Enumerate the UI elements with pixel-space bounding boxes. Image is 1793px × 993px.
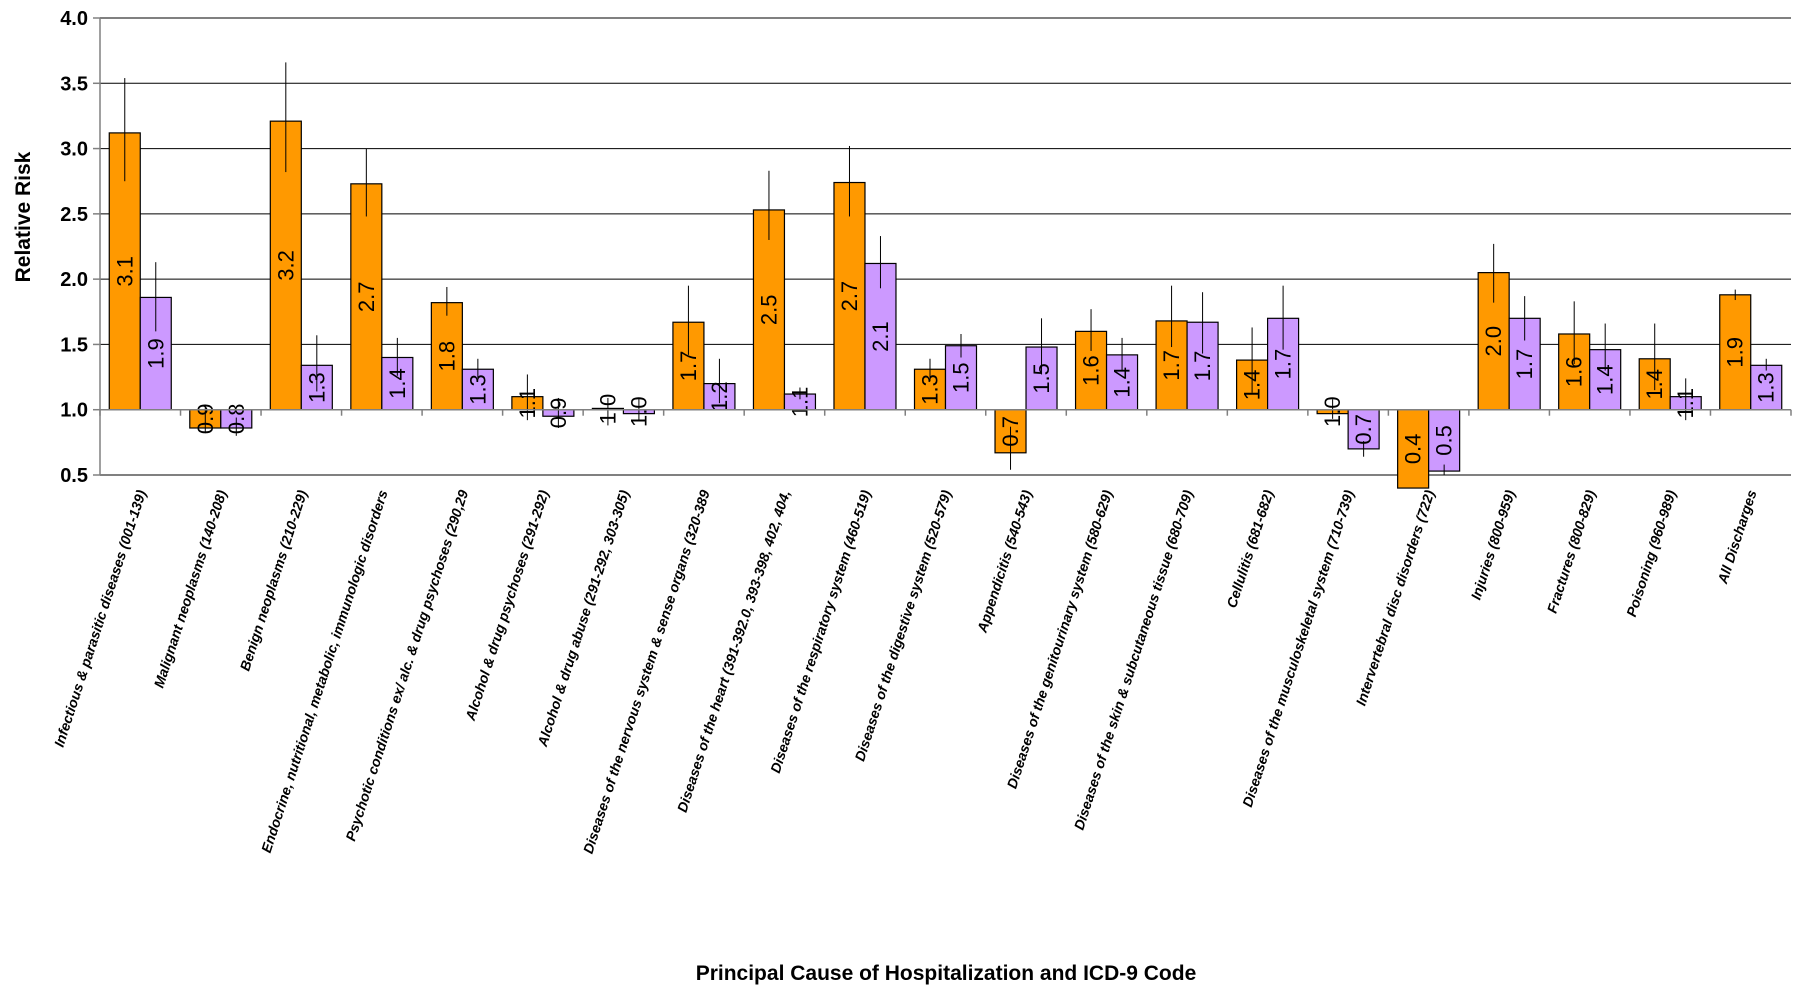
data-label: 1.7	[1271, 349, 1296, 380]
data-label: 1.4	[1642, 369, 1667, 400]
category-label: Diseases of the respiratory system (460-…	[767, 488, 874, 775]
data-label: 3.1	[112, 256, 137, 287]
data-label: 1.4	[1110, 367, 1135, 398]
data-label: 2.0	[1481, 326, 1506, 357]
category-label: Benign neoplasms (210-229)	[237, 488, 311, 673]
y-tick-label: 2.0	[60, 269, 88, 291]
data-label: 1.5	[1029, 363, 1054, 394]
category-label: Intervertebral disc disorders (722)	[1353, 488, 1438, 708]
y-tick-label: 3.0	[60, 139, 88, 161]
data-label: 0.7	[1351, 414, 1376, 445]
bar	[1719, 294, 1752, 411]
category-label: Alcohol & drug psychoses (291-292)	[462, 488, 552, 724]
bar	[350, 183, 383, 411]
bar	[1397, 409, 1430, 489]
data-label: 2.7	[837, 281, 862, 312]
error-bars	[124, 62, 1767, 475]
data-label: 1.4	[1240, 370, 1265, 401]
y-tick-label: 1.0	[60, 400, 88, 422]
y-tick-label: 1.5	[60, 334, 88, 356]
data-label: 1.3	[918, 374, 943, 405]
data-label: 0.7	[998, 416, 1023, 447]
data-label: 1.3	[304, 372, 329, 403]
bar	[833, 181, 866, 411]
data-label: 0.9	[546, 398, 571, 429]
data-label: 1.3	[1754, 372, 1779, 403]
data-labels: 3.10.93.22.71.81.1 1.01.72.5 2.71.30.71.6 1…	[112, 250, 1778, 464]
data-label: 1.7	[676, 351, 701, 382]
y-axis-title: Relative Risk	[12, 151, 35, 282]
data-label: 1.6	[1562, 357, 1587, 388]
data-label: 1.1	[515, 388, 540, 419]
data-label: 1.9	[143, 338, 168, 369]
y-tick-label: 4.0	[60, 8, 88, 30]
data-label: 1.7	[1190, 351, 1215, 382]
data-label: 0.8	[224, 404, 249, 435]
data-label: 1.5	[949, 362, 974, 393]
data-label: 2.5	[756, 295, 781, 326]
data-label: 1.0	[1320, 396, 1345, 427]
data-label: 2.1	[868, 321, 893, 352]
data-label: 1.0	[626, 396, 651, 427]
y-tick-label: 3.5	[60, 73, 88, 95]
data-label: 0.4	[1401, 434, 1426, 465]
data-label: 1.7	[1512, 349, 1537, 380]
data-label: 1.2	[707, 381, 732, 412]
category-label: Cellulitis (681-682)	[1223, 488, 1276, 610]
category-label: Diseases of the digestive system (520-57…	[851, 488, 954, 763]
x-axis-title: Principal Cause of Hospitalization and I…	[696, 962, 1197, 985]
data-label: 1.4	[1593, 364, 1618, 395]
data-label: 1.4	[385, 368, 410, 399]
bar	[430, 302, 463, 411]
data-label: 1.7	[1159, 350, 1184, 381]
data-label: 1.6	[1079, 355, 1104, 386]
axes	[99, 18, 1792, 475]
data-label: 0.9	[193, 404, 218, 435]
data-label: 1.8	[434, 341, 459, 372]
y-tick-label: 0.5	[60, 465, 88, 487]
category-label: Injuries (800-959)	[1467, 488, 1518, 602]
bar	[752, 209, 786, 411]
y-tick-label: 2.5	[60, 204, 88, 226]
data-label: 1.9	[1723, 337, 1748, 368]
data-label: 1.1	[1673, 388, 1698, 419]
x-axis-category-labels: Infectious & parasitic diseases (001-139…	[51, 488, 1760, 856]
category-label: All Discharges	[1714, 488, 1760, 587]
category-label: Malignant neoplasms (140-208)	[150, 488, 229, 690]
category-label: Alcohol & drug abuse (291-292, 303-305)	[534, 488, 633, 750]
data-label: 1.1	[787, 387, 812, 418]
category-label: Poisoning (960-989)	[1623, 488, 1679, 619]
y-axis-ticks: 0.5 1.0 1.5 2.0 2.5 3.0 3.5 4.0	[60, 8, 100, 487]
data-label: 2.7	[354, 281, 379, 312]
category-label: Appendicitis (540-543)	[973, 488, 1035, 636]
data-label: 3.2	[273, 250, 298, 281]
category-label: Infectious & parasitic diseases (001-139…	[51, 488, 150, 749]
category-label: Fractures (800-829)	[1544, 488, 1599, 615]
data-label: 0.5	[1432, 425, 1457, 456]
data-label: 1.3	[465, 374, 490, 405]
